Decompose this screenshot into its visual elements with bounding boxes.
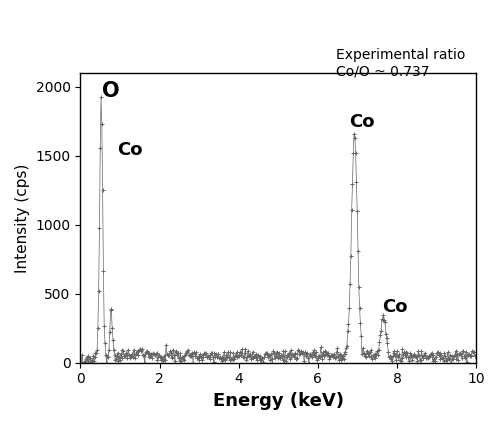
- Text: Co: Co: [382, 298, 407, 316]
- Text: Co: Co: [348, 113, 374, 131]
- Text: Co: Co: [117, 141, 142, 159]
- X-axis label: Energy (keV): Energy (keV): [213, 392, 344, 410]
- Text: O: O: [102, 81, 120, 101]
- Y-axis label: Intensity (cps): Intensity (cps): [15, 163, 30, 272]
- Text: Experimental ratio
Co/O ~ 0.737: Experimental ratio Co/O ~ 0.737: [336, 48, 465, 79]
